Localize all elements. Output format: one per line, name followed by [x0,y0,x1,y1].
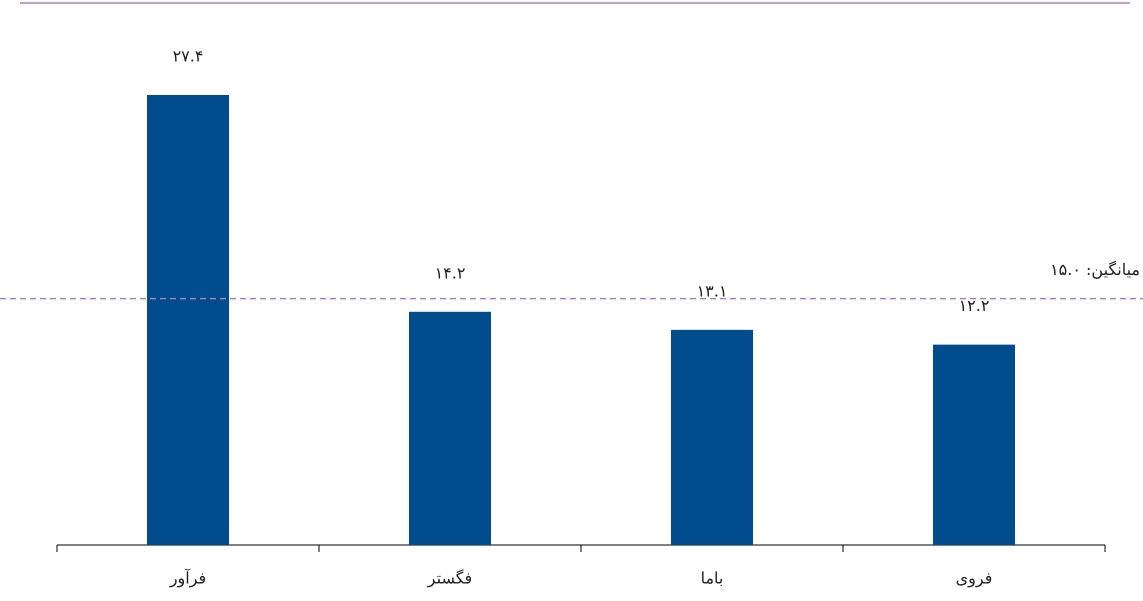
bar [147,95,229,545]
x-tick-label: فرآور [169,568,206,588]
bar [409,311,491,545]
value-label: ۱۳.۱ [697,281,728,300]
bar [933,344,1015,545]
average-label: میانگین: ۱۵.۰ [1050,260,1140,279]
x-tick-label: فگستر [427,569,472,588]
bar [671,329,753,545]
value-label: ۲۷.۴ [173,47,204,66]
value-label: ۱۴.۲ [435,263,466,282]
x-tick-label: باما [701,569,724,588]
x-tick-label: فروی [956,569,993,588]
value-label: ۱۲.۲ [959,296,990,315]
